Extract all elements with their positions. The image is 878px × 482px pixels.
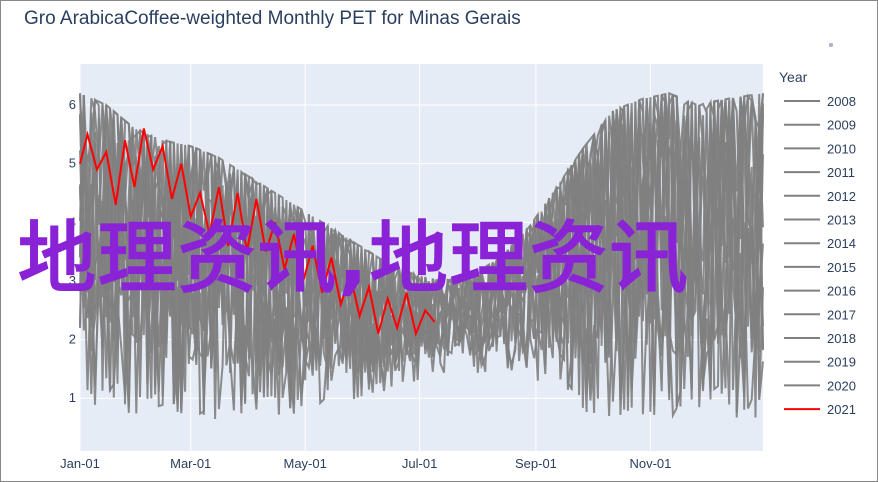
legend-item-2016[interactable]: 2016 — [827, 284, 856, 299]
x-tick-label: Jul-01 — [402, 456, 437, 471]
legend-item-2018[interactable]: 2018 — [827, 331, 856, 346]
legend-item-2008[interactable]: 2008 — [827, 94, 856, 109]
x-tick-label: Sep-01 — [515, 456, 557, 471]
x-tick-label: Mar-01 — [170, 456, 211, 471]
legend-item-2019[interactable]: 2019 — [827, 355, 856, 370]
y-tick-label: 5 — [69, 156, 76, 171]
series-line-2017 — [79, 93, 764, 417]
y-tick-label: 1 — [69, 390, 76, 405]
legend[interactable]: Year 2008 2009 2010 2011 2012 2013 2014 2015 201… — [779, 69, 856, 417]
y-tick-label: 3 — [69, 273, 76, 288]
legend-item-2015[interactable]: 2015 — [827, 260, 856, 275]
x-axis: Jan-01 Mar-01 May-01 Jul-01 Sep-01 Nov-01 — [60, 456, 671, 471]
chart-title: Gro ArabicaCoffee-weighted Monthly PET f… — [24, 8, 521, 29]
legend-item-2017[interactable]: 2017 — [827, 307, 856, 322]
legend-title: Year — [779, 69, 808, 85]
x-tick-label: May-01 — [283, 456, 326, 471]
legend-item-2021[interactable]: 2021 — [827, 402, 856, 417]
legend-item-2011[interactable]: 2011 — [827, 165, 855, 180]
series-line-2020 — [79, 93, 764, 414]
series-line-2021 — [79, 128, 436, 338]
y-axis: 1 2 3 4 5 6 — [69, 97, 76, 405]
highlight-series-group — [79, 128, 436, 338]
legend-item-2014[interactable]: 2014 — [827, 236, 856, 251]
gray-series-group — [79, 91, 764, 420]
legend-item-2012[interactable]: 2012 — [827, 189, 856, 204]
y-tick-label: 6 — [69, 97, 76, 112]
legend-item-2010[interactable]: 2010 — [827, 141, 856, 156]
y-tick-label: 4 — [69, 214, 76, 229]
x-tick-label: Jan-01 — [60, 456, 100, 471]
legend-item-2013[interactable]: 2013 — [827, 213, 856, 228]
y-tick-label: 2 — [69, 332, 76, 347]
legend-item-2009[interactable]: 2009 — [827, 118, 856, 133]
modebar-icon[interactable] — [829, 43, 833, 47]
legend-item-2020[interactable]: 2020 — [827, 378, 856, 393]
x-tick-label: Nov-01 — [629, 456, 671, 471]
watermark: 地理资讯,地理资讯 — [18, 214, 690, 304]
